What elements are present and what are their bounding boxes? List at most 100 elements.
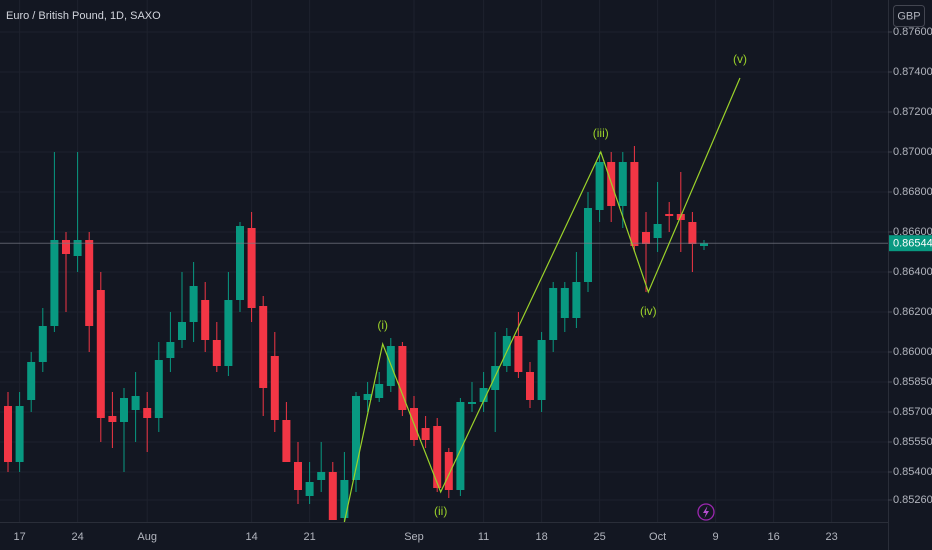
candle-body <box>85 240 94 326</box>
candle-body <box>456 402 465 490</box>
candle-body <box>4 406 12 462</box>
y-tick-label: 0.85550 <box>893 436 932 448</box>
candle-body <box>259 306 268 388</box>
y-tick-label: 0.86600 <box>893 226 932 238</box>
x-tick-label: 9 <box>713 531 719 543</box>
candle-body <box>236 226 244 300</box>
candle-body <box>618 162 627 206</box>
candle-body <box>363 394 372 400</box>
candle-body <box>526 372 534 400</box>
y-tick-label: 0.85400 <box>893 466 932 478</box>
candle-body <box>189 286 198 322</box>
candle-body <box>549 288 558 340</box>
wave-label: (i) <box>377 318 388 332</box>
candle-body <box>700 243 708 246</box>
candle-body <box>479 388 488 402</box>
currency-button[interactable] <box>893 5 925 27</box>
y-tick-label: 0.87200 <box>893 106 932 118</box>
candle-body <box>468 402 476 404</box>
y-tick-label: 0.85700 <box>893 406 932 418</box>
candle-body <box>491 366 500 390</box>
x-tick-label: Sep <box>404 531 424 543</box>
candle-body <box>294 462 302 490</box>
x-tick-label: 21 <box>303 531 315 543</box>
candle-body <box>340 480 349 518</box>
events-bolt[interactable] <box>703 506 709 518</box>
candle-body <box>317 472 326 480</box>
candle-body <box>282 420 291 462</box>
candle-body <box>270 356 279 420</box>
wave-label: (v) <box>733 52 747 66</box>
candle-body <box>224 300 233 366</box>
candle-body <box>398 346 407 410</box>
events-icon[interactable] <box>697 503 715 521</box>
x-tick-label: 14 <box>245 531 257 543</box>
y-tick-label: 0.87400 <box>893 66 932 78</box>
candle-body <box>305 482 314 496</box>
x-tick-label: 18 <box>535 531 547 543</box>
candle-body <box>96 290 105 418</box>
candle-body <box>15 406 24 462</box>
currency-label[interactable]: GBP <box>897 10 920 22</box>
x-tick-label: Aug <box>137 531 157 543</box>
candle-body <box>665 214 674 216</box>
candle-body <box>38 326 47 362</box>
x-tick-label: 25 <box>593 531 605 543</box>
candle-body <box>595 162 604 210</box>
candle-body <box>328 472 337 520</box>
wave-line <box>343 77 741 523</box>
candle-body <box>212 340 221 366</box>
y-tick-label: 0.86200 <box>893 306 932 318</box>
candle-body <box>120 398 128 422</box>
candle-body <box>433 426 442 488</box>
y-tick-label: 0.86000 <box>893 346 932 358</box>
y-tick-label: 0.86400 <box>893 266 932 278</box>
last-price-label: 0.86544 <box>893 238 932 250</box>
wave-label: (iv) <box>640 304 657 318</box>
candle-body <box>688 222 697 244</box>
y-tick-label: 0.87600 <box>893 26 932 38</box>
candle-body <box>514 336 523 372</box>
candle-body <box>444 452 453 490</box>
y-tick-label: 0.85850 <box>893 376 932 388</box>
wave-label: (ii) <box>434 504 447 518</box>
candle-body <box>73 240 82 256</box>
x-tick-label: Oct <box>649 531 666 543</box>
candle-body <box>154 360 163 418</box>
candle-body <box>131 396 140 410</box>
y-tick-label: 0.85260 <box>893 494 932 506</box>
y-tick-label: 0.87000 <box>893 146 932 158</box>
candle-body <box>572 282 581 318</box>
candle-body <box>642 232 650 244</box>
candle-body <box>537 340 546 400</box>
candle-body <box>352 396 360 480</box>
candle-body <box>166 342 175 358</box>
x-tick-label: 24 <box>71 531 83 543</box>
candle-body <box>50 240 59 326</box>
candle-body <box>108 416 117 422</box>
candle-body <box>201 300 210 340</box>
candle-body <box>178 322 186 340</box>
x-tick-label: 11 <box>478 531 489 543</box>
candle-body <box>653 224 662 238</box>
candle-body <box>247 228 256 308</box>
candle-body <box>630 162 639 246</box>
chart-title: Euro / British Pound, 1D, SAXO <box>6 10 161 22</box>
candle-body <box>375 384 384 398</box>
wave-label: (iii) <box>593 126 609 140</box>
candle-body <box>421 428 430 440</box>
x-tick-label: 16 <box>767 531 779 543</box>
candle-body <box>27 362 36 400</box>
candle-body <box>560 288 569 318</box>
x-tick-label: 17 <box>13 531 25 543</box>
x-tick-label: 23 <box>825 531 837 543</box>
last-price-box <box>889 235 932 252</box>
candle-body <box>584 208 592 282</box>
y-tick-label: 0.86800 <box>893 186 932 198</box>
candle-body <box>62 240 70 254</box>
candle-body <box>143 408 152 418</box>
events-circle[interactable] <box>697 503 715 521</box>
